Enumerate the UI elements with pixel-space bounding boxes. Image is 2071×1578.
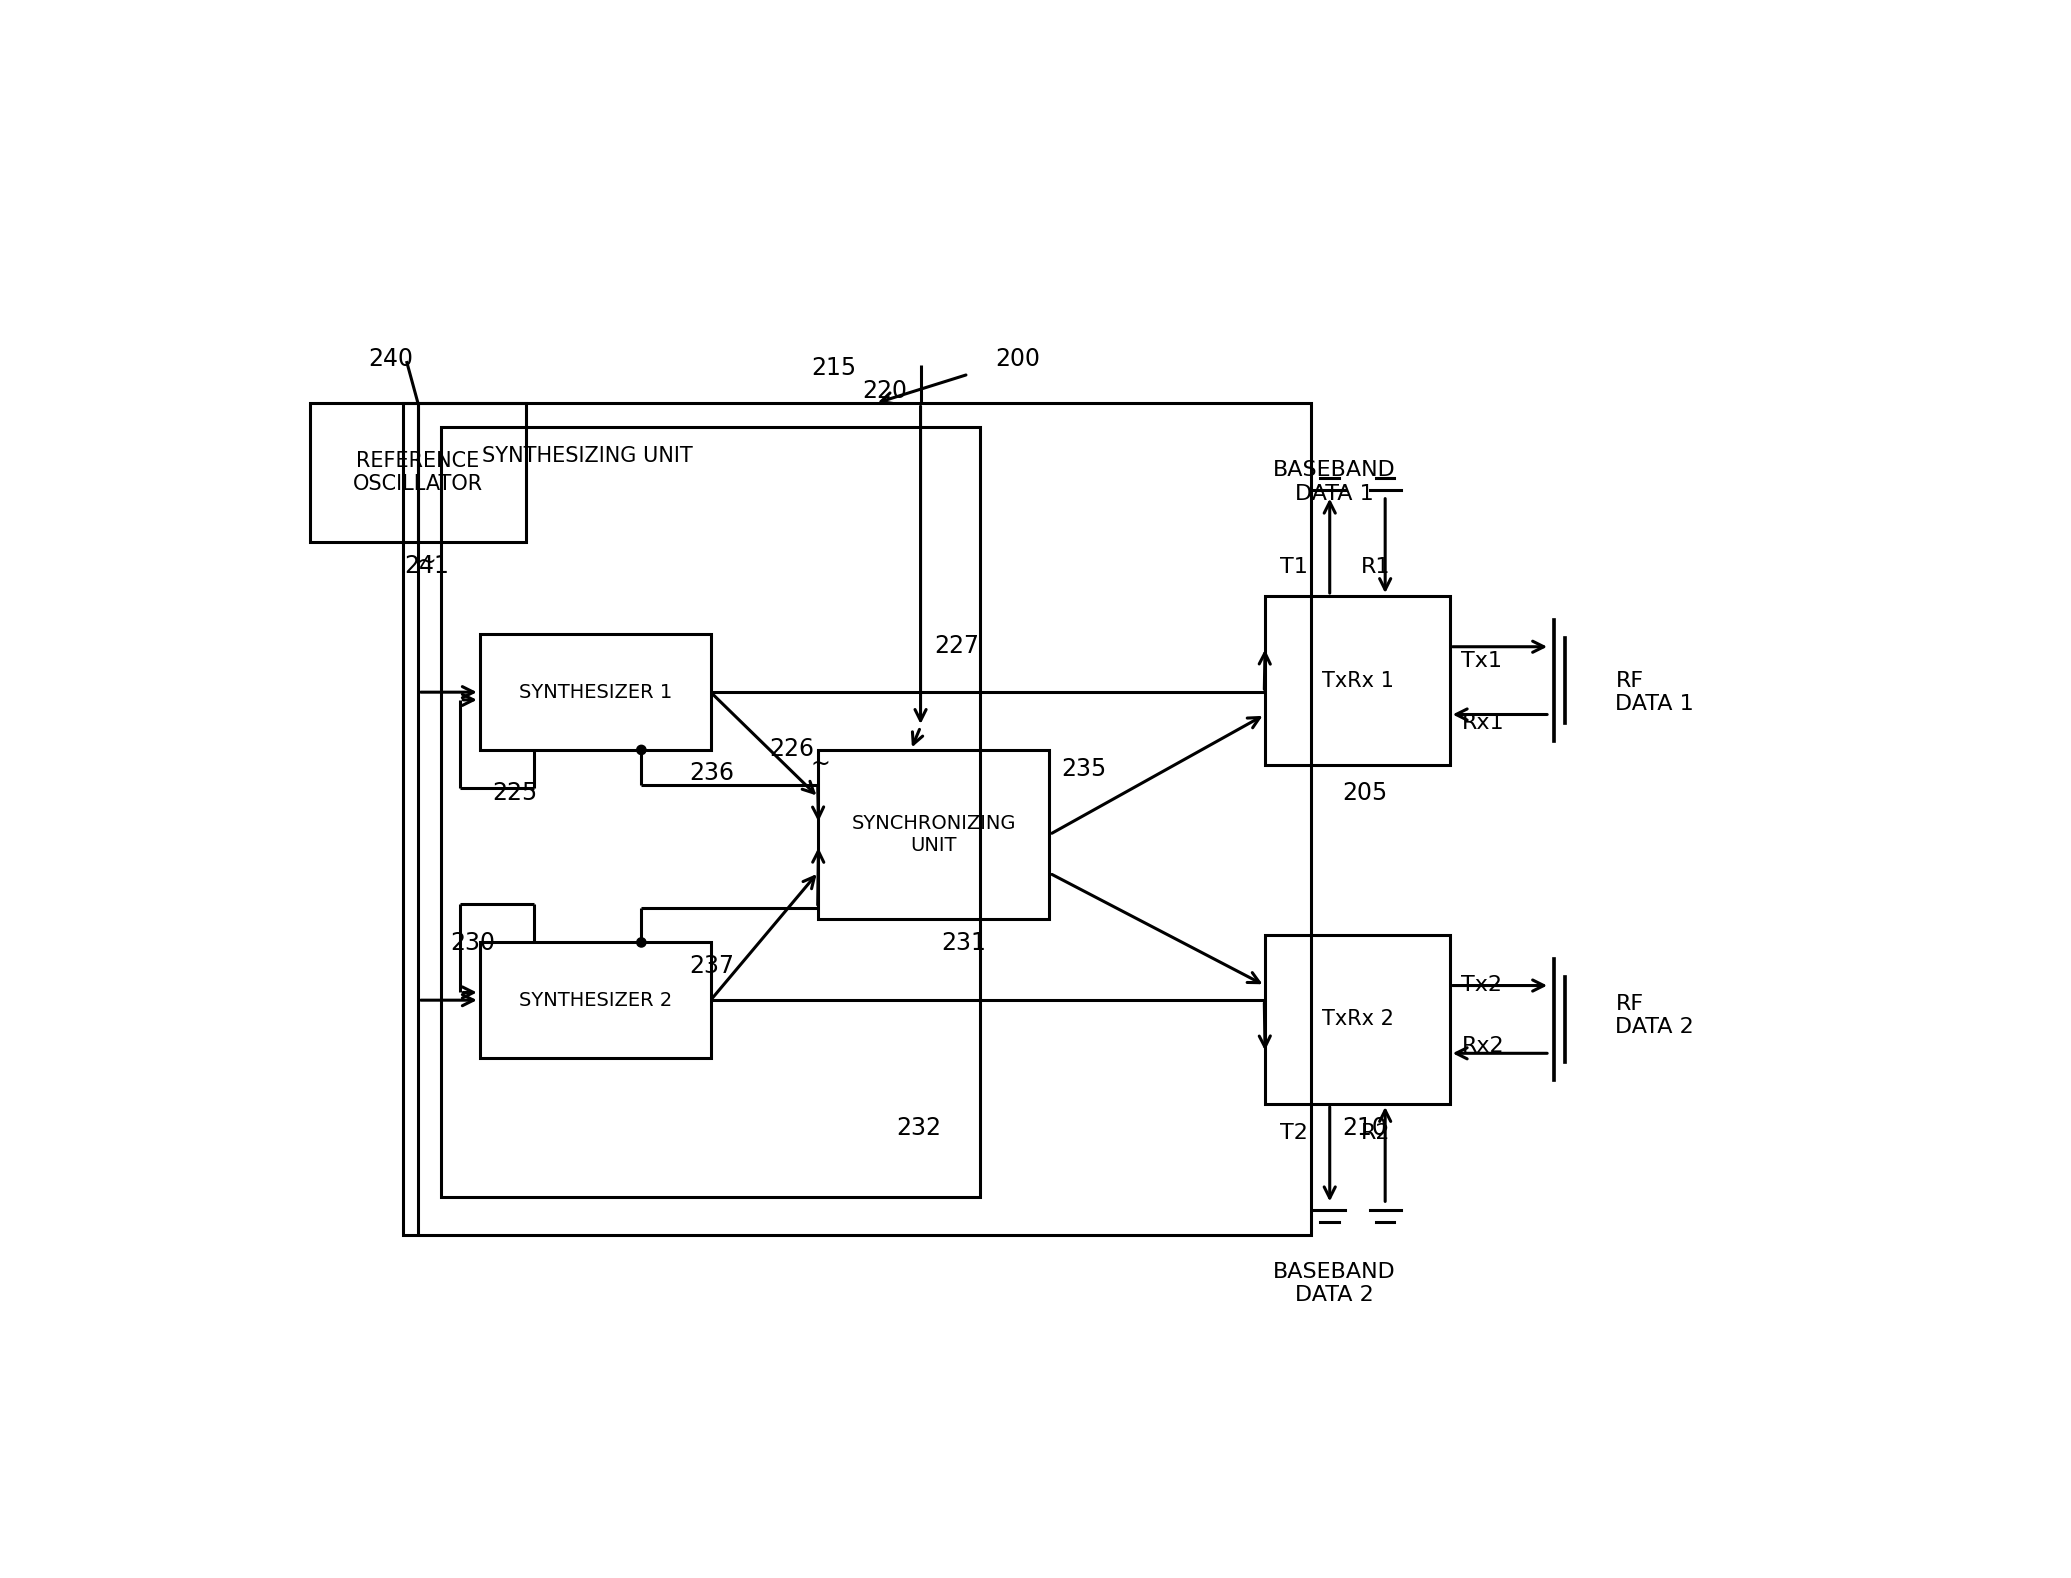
Bar <box>480 634 710 750</box>
Text: Tx1: Tx1 <box>1462 652 1501 671</box>
Text: 230: 230 <box>449 931 495 955</box>
Bar <box>818 750 1050 920</box>
Text: 231: 231 <box>942 931 986 955</box>
Text: 241: 241 <box>404 554 449 578</box>
Text: Rx2: Rx2 <box>1462 1037 1504 1056</box>
Text: REFERENCE
OSCILLATOR: REFERENCE OSCILLATOR <box>352 451 483 494</box>
Text: 205: 205 <box>1342 781 1388 805</box>
Text: TxRx 1: TxRx 1 <box>1321 671 1394 691</box>
Text: 226: 226 <box>770 737 814 762</box>
Text: Tx2: Tx2 <box>1462 975 1501 994</box>
Text: 240: 240 <box>369 347 412 371</box>
Text: TxRx 2: TxRx 2 <box>1321 1010 1394 1029</box>
Text: RF
DATA 1: RF DATA 1 <box>1615 671 1694 713</box>
Text: 227: 227 <box>934 633 980 658</box>
Text: SYNTHESIZER 2: SYNTHESIZER 2 <box>518 991 671 1010</box>
Bar <box>1265 934 1450 1105</box>
Text: 215: 215 <box>812 357 857 380</box>
Text: SYNCHRONIZING
UNIT: SYNCHRONIZING UNIT <box>851 814 1017 855</box>
Text: BASEBAND
DATA 1: BASEBAND DATA 1 <box>1274 461 1396 503</box>
Text: 232: 232 <box>897 1116 940 1139</box>
Text: T2: T2 <box>1280 1124 1307 1144</box>
Text: Rx1: Rx1 <box>1462 713 1504 732</box>
Bar <box>402 404 1311 1236</box>
Text: SYNTHESIZING UNIT: SYNTHESIZING UNIT <box>483 445 694 466</box>
Text: 225: 225 <box>493 781 536 805</box>
Text: 237: 237 <box>690 955 733 978</box>
Circle shape <box>636 937 646 947</box>
Text: BASEBAND
DATA 2: BASEBAND DATA 2 <box>1274 1262 1396 1305</box>
Text: R1: R1 <box>1361 557 1392 576</box>
Text: SYNTHESIZER 1: SYNTHESIZER 1 <box>518 683 671 702</box>
Text: 200: 200 <box>996 347 1040 371</box>
Bar <box>480 942 710 1057</box>
Text: T1: T1 <box>1280 557 1307 576</box>
Text: 235: 235 <box>1060 757 1106 781</box>
Text: RF
DATA 2: RF DATA 2 <box>1615 994 1694 1037</box>
Bar <box>311 404 526 541</box>
Text: ~: ~ <box>416 549 437 573</box>
Text: 220: 220 <box>862 379 907 404</box>
Text: 210: 210 <box>1342 1116 1388 1139</box>
Bar <box>441 426 980 1196</box>
Bar <box>1265 596 1450 765</box>
Text: 236: 236 <box>690 761 733 784</box>
Text: R2: R2 <box>1361 1124 1392 1144</box>
Text: ~: ~ <box>810 751 830 776</box>
Circle shape <box>636 745 646 754</box>
